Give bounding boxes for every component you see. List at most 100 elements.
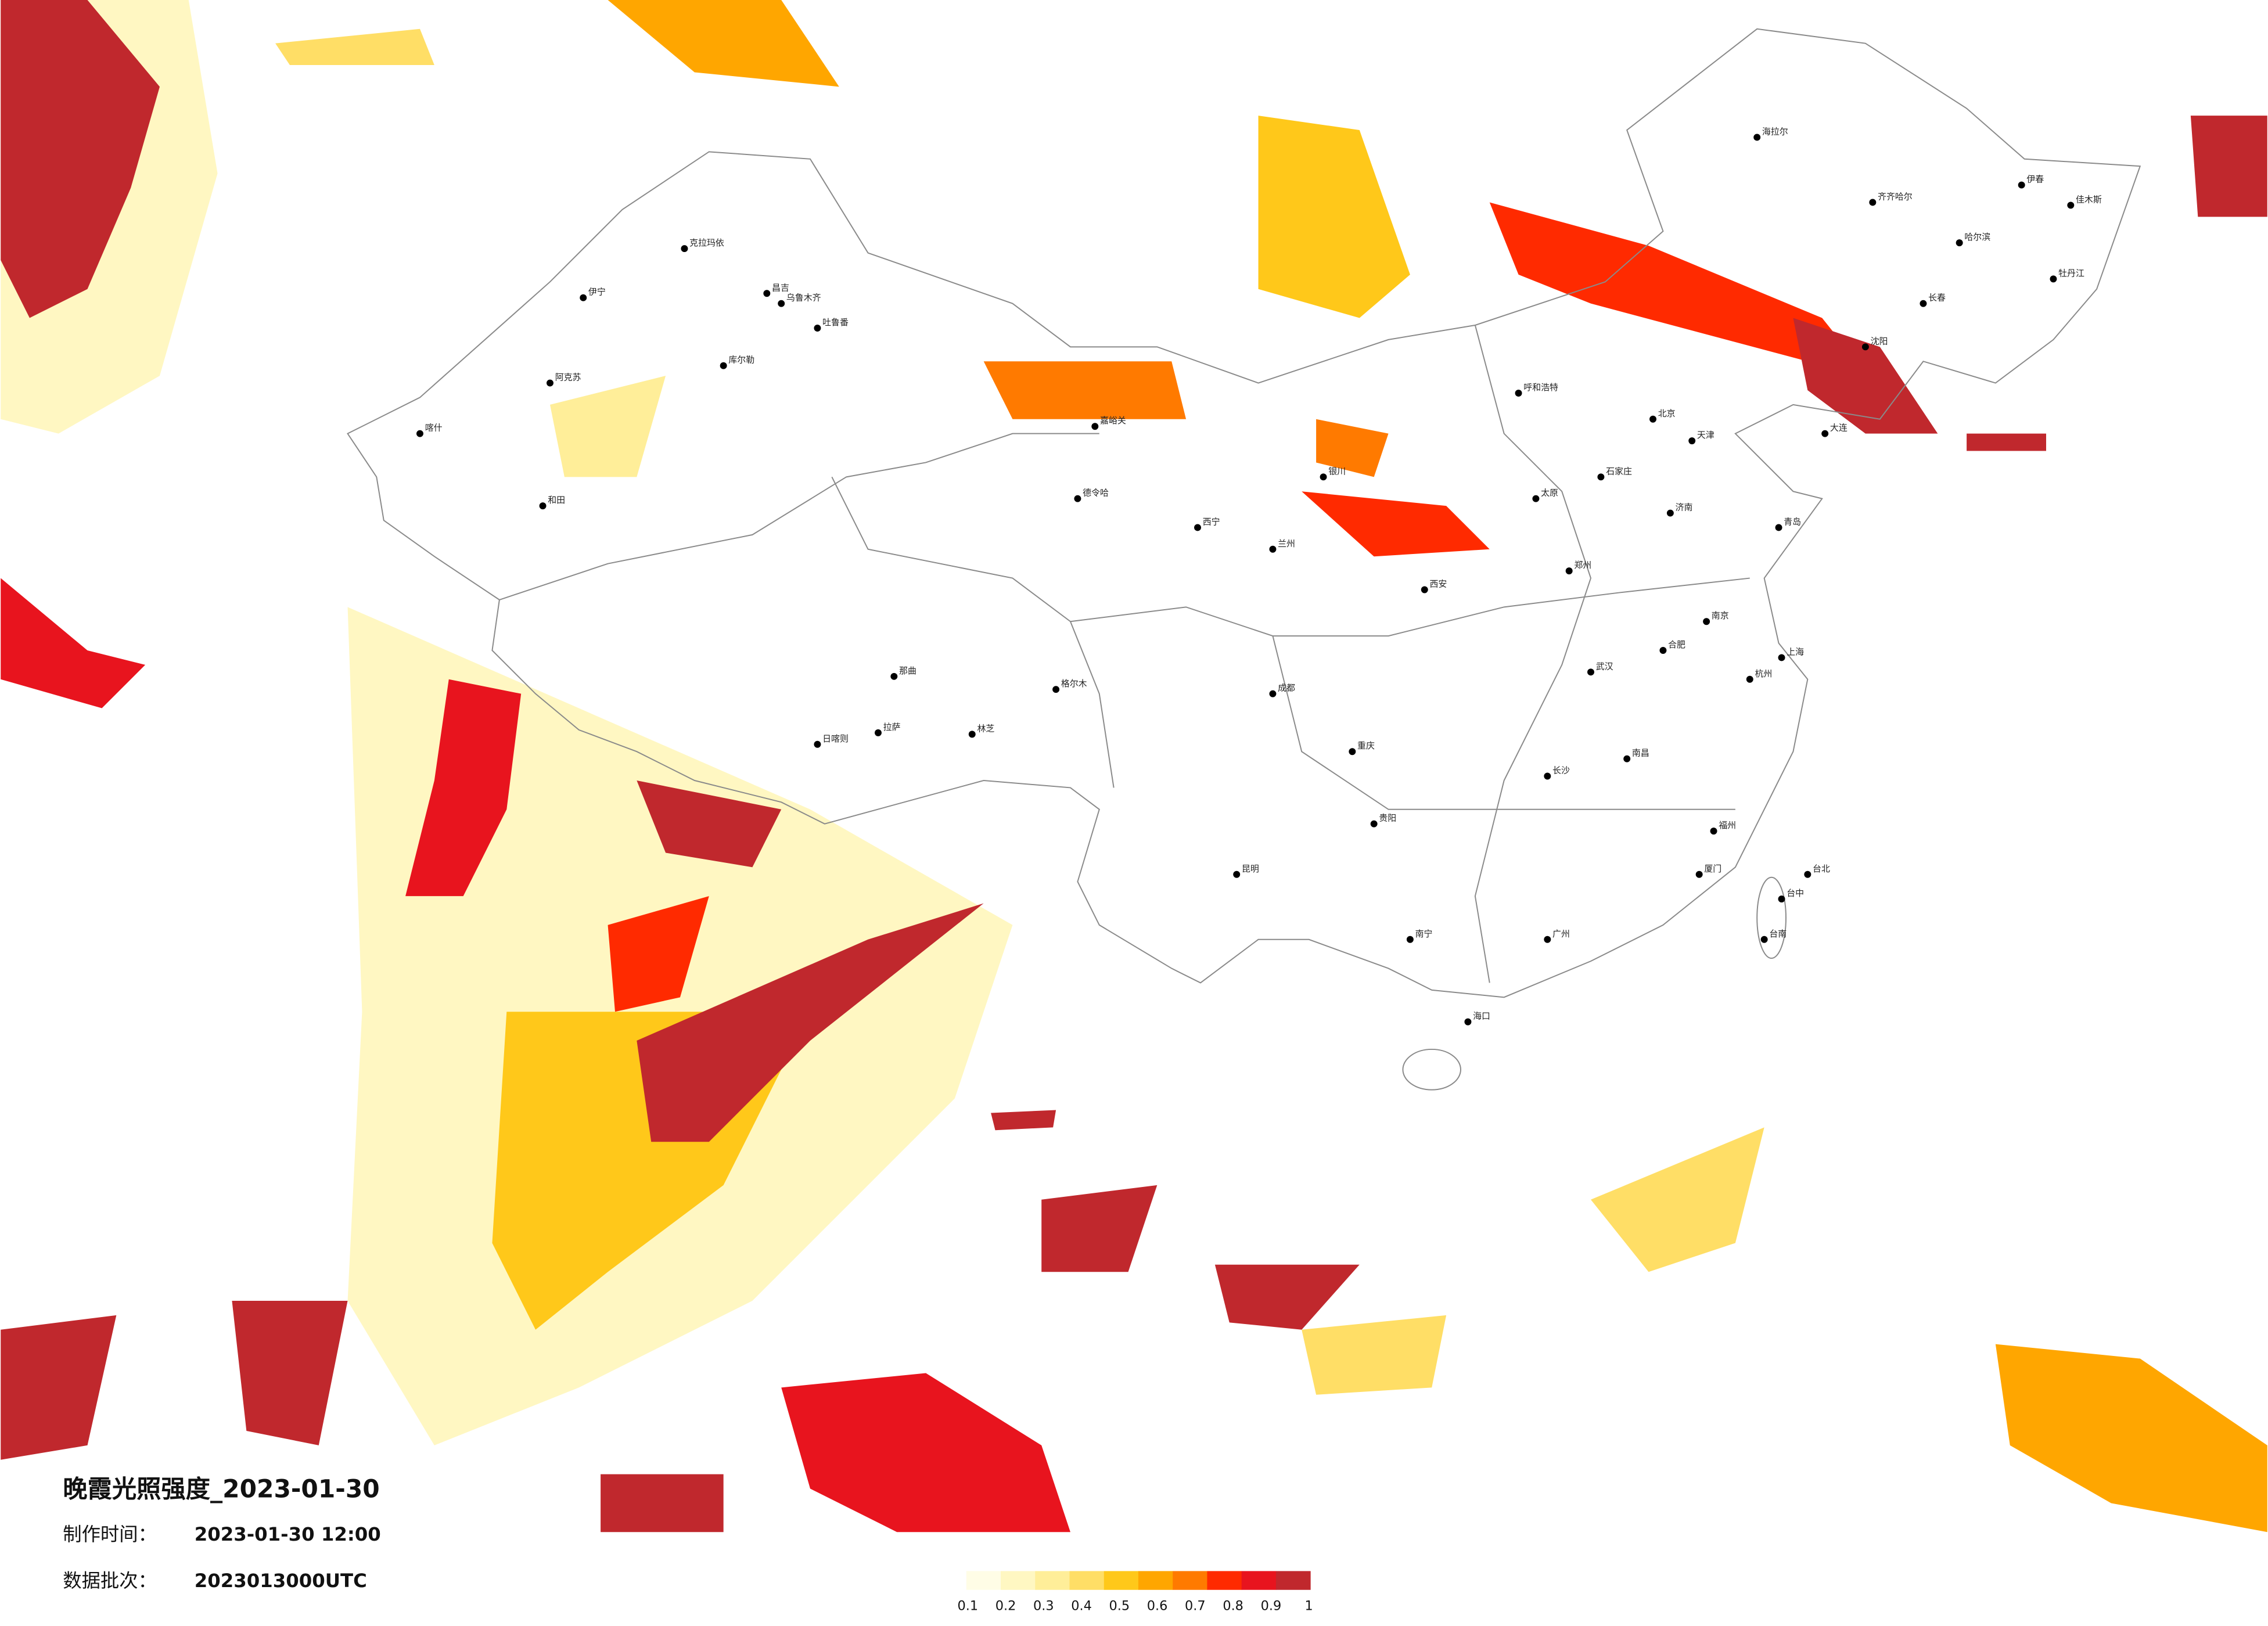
city-dot <box>763 290 771 297</box>
cloud-region <box>601 1474 724 1533</box>
colorbar-cell <box>1138 1571 1173 1590</box>
city-dot <box>874 729 882 736</box>
city-label: 合肥 <box>1668 639 1685 650</box>
city-dot <box>1956 239 1963 247</box>
cloud-region <box>781 1373 1070 1533</box>
batch: 2023013000UTC <box>195 1570 367 1592</box>
city-dot <box>1074 495 1081 502</box>
cloud-region <box>983 361 1187 419</box>
city-label: 长沙 <box>1552 765 1570 776</box>
city-label: 青岛 <box>1784 516 1801 527</box>
city-label: 昆明 <box>1242 864 1259 874</box>
city-label: 重庆 <box>1357 740 1375 751</box>
city-label: 济南 <box>1676 502 1693 513</box>
city-label: 呼和浩特 <box>1523 382 1558 393</box>
colorbar-cell <box>1241 1571 1277 1590</box>
city-dot <box>1920 300 1927 307</box>
city-dot <box>1091 423 1099 430</box>
province-border <box>1070 577 1750 637</box>
colorbar-label: 0.6 <box>1147 1599 1168 1614</box>
city-label: 北京 <box>1658 408 1676 419</box>
city-dot <box>2067 202 2075 209</box>
city-dot <box>1269 545 1277 553</box>
city-label: 武汉 <box>1596 661 1613 671</box>
colorbar-cell <box>1069 1571 1105 1590</box>
province-border <box>1474 325 1592 983</box>
cloud-region <box>1041 1185 1158 1272</box>
city-label: 和田 <box>548 495 565 505</box>
cloud-region <box>1 0 160 318</box>
cloud-region <box>637 903 984 1142</box>
city-dot <box>814 325 821 332</box>
city-dot <box>1421 586 1428 593</box>
city-dot <box>1659 647 1667 654</box>
cloud-region <box>1590 1127 1764 1272</box>
city-label: 克拉玛依 <box>689 238 724 248</box>
cloud-region <box>1 578 146 708</box>
city-dot <box>1544 936 1551 943</box>
cloud-region <box>637 780 782 868</box>
batch-label: 数据批次： <box>63 1570 157 1592</box>
cloud-region <box>991 1110 1056 1131</box>
city-dot <box>778 300 785 307</box>
city-label: 乌鲁木齐 <box>786 293 821 303</box>
colorbar-cell <box>1207 1571 1242 1590</box>
city-label: 伊春 <box>2026 174 2044 185</box>
city-dot <box>1320 473 1327 481</box>
city-dot <box>416 430 423 437</box>
city-label: 佳木斯 <box>2076 194 2102 204</box>
city-label: 上海 <box>1787 646 1804 657</box>
city-dot <box>890 672 898 680</box>
city-dot <box>539 502 547 510</box>
city-label: 南京 <box>1712 610 1729 621</box>
city-dot <box>681 245 688 253</box>
city-label: 吐鲁番 <box>822 317 849 328</box>
city-dot <box>1544 772 1551 780</box>
city-dot <box>1623 755 1631 762</box>
cloud-region <box>1302 491 1490 557</box>
province-border <box>831 476 1115 788</box>
city-label: 郑州 <box>1574 560 1591 570</box>
colorbar-label: 0.8 <box>1223 1599 1243 1614</box>
city-dot <box>580 294 587 301</box>
city-dot <box>1703 618 1710 625</box>
city-label: 西安 <box>1429 578 1447 589</box>
city-dot <box>1406 936 1414 943</box>
city-label: 海口 <box>1473 1011 1490 1021</box>
colorbar-cell <box>1035 1571 1070 1590</box>
cloud-region <box>1302 1315 1447 1395</box>
colorbar-label: 0.3 <box>1033 1599 1054 1614</box>
cloud-region <box>608 0 839 87</box>
colorbar-label: 0.7 <box>1185 1599 1206 1614</box>
city-label: 长春 <box>1928 293 1946 303</box>
cloud-region <box>608 896 709 1012</box>
cloud-region <box>549 376 666 477</box>
city-dot <box>1370 820 1378 828</box>
map-title: 晚霞光照强度_2023-01-30 <box>63 1474 379 1503</box>
taiwan-outline <box>1756 876 1787 959</box>
colorbar-cell <box>1104 1571 1139 1590</box>
city-dot <box>1597 473 1605 481</box>
boundaries <box>347 28 2141 1091</box>
city-label: 成都 <box>1278 683 1295 693</box>
city-dot <box>1515 390 1522 397</box>
city-dot <box>1778 895 1785 903</box>
city-dot <box>1269 690 1277 697</box>
city-label: 格尔木 <box>1061 678 1087 689</box>
city-label: 拉萨 <box>883 722 901 732</box>
city-dot <box>1349 748 1356 756</box>
city-label: 伊宁 <box>588 287 606 297</box>
city-label: 南昌 <box>1632 748 1649 758</box>
city-label: 太原 <box>1541 488 1558 498</box>
city-dot <box>1821 430 1829 437</box>
city-dot <box>1778 654 1785 661</box>
city-label: 齐齐哈尔 <box>1878 191 1913 202</box>
cloud-layer <box>1 0 2267 1533</box>
city-dot <box>1775 524 1782 531</box>
city-dot <box>1666 509 1674 517</box>
cloud-region <box>1793 318 1938 434</box>
city-dot <box>2018 181 2025 189</box>
city-label: 海拉尔 <box>1762 126 1788 136</box>
